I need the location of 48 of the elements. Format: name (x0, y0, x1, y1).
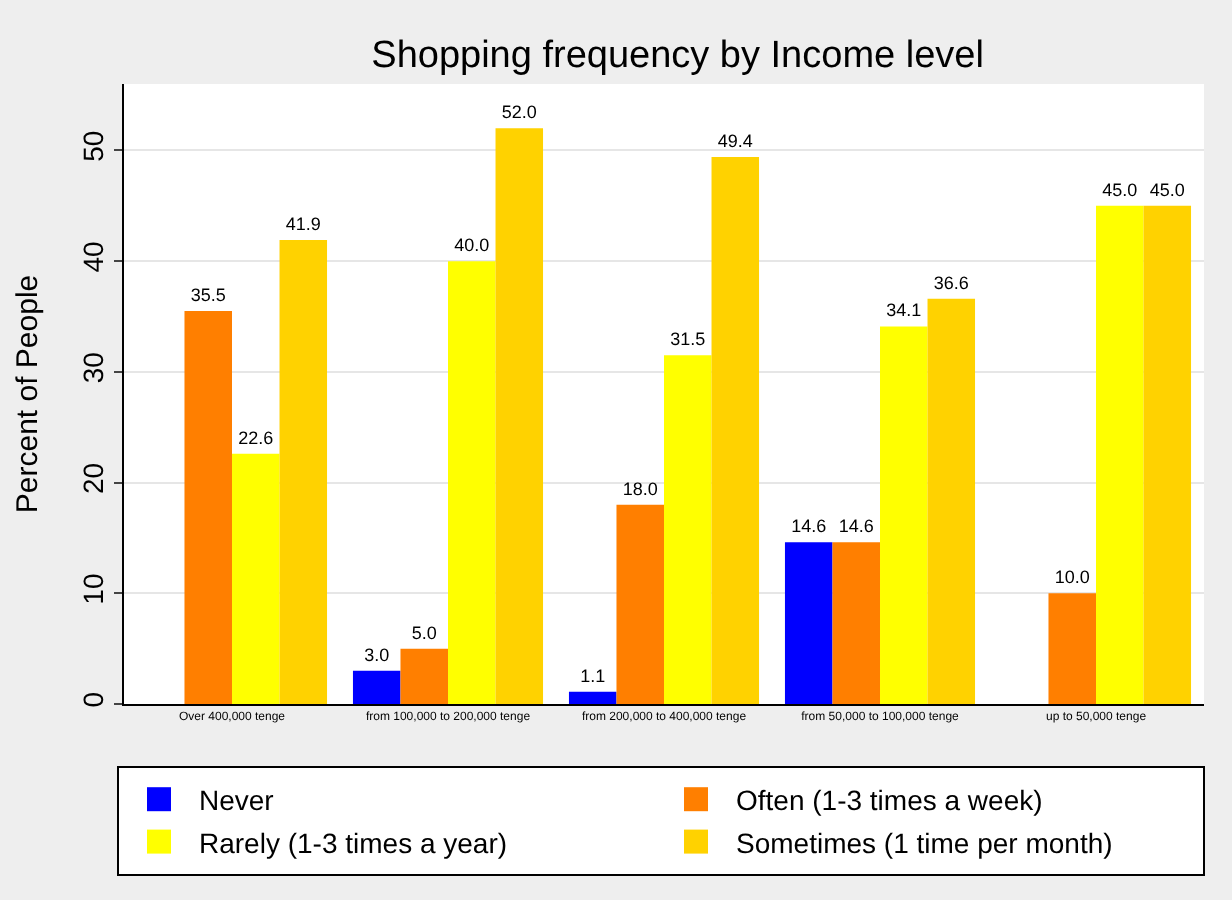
data-label: 45.0 (1102, 179, 1138, 200)
bar (400, 648, 448, 704)
bar (927, 298, 976, 704)
data-label: 3.0 (364, 644, 390, 665)
bar (784, 542, 833, 704)
data-label: 14.6 (838, 516, 874, 537)
data-label: 34.1 (886, 300, 922, 321)
y-tick-label: 10 (76, 573, 109, 605)
bar (1143, 205, 1192, 704)
bar (616, 504, 664, 704)
bar (568, 691, 617, 704)
legend-label: Never (199, 784, 275, 817)
bar (232, 453, 280, 704)
y-tick-label: 50 (76, 130, 109, 162)
data-label: 40.0 (454, 235, 490, 256)
bar (1096, 205, 1144, 704)
bar (880, 326, 928, 704)
bar (832, 542, 880, 704)
legend-label: Rarely (1-3 times a year) (199, 826, 508, 859)
bar (495, 128, 544, 704)
data-label: 41.9 (285, 214, 321, 235)
data-label: 35.5 (190, 284, 226, 305)
bar (1048, 593, 1096, 704)
data-label: 52.0 (501, 102, 537, 123)
data-label: 31.5 (670, 329, 706, 350)
legend-label: Sometimes (1 time per month) (736, 826, 1113, 859)
y-tick-label: 20 (76, 462, 109, 494)
y-tick-label: 0 (76, 691, 109, 708)
data-label: 45.0 (1149, 179, 1185, 200)
data-label: 22.6 (238, 427, 274, 448)
data-label: 18.0 (622, 478, 658, 499)
y-axis-title: Percent of People (11, 274, 46, 514)
y-tick-label: 30 (76, 351, 109, 384)
chart-title: Shopping frequency by Income level (371, 35, 984, 78)
data-label: 5.0 (411, 622, 437, 643)
bar (664, 355, 712, 704)
data-label: 1.1 (580, 665, 606, 686)
data-label: 49.4 (717, 131, 753, 152)
data-label: 10.0 (1054, 567, 1090, 588)
bar (184, 310, 232, 704)
bar (711, 157, 760, 704)
data-label: 14.6 (791, 516, 827, 537)
bar (352, 670, 401, 704)
bar (448, 261, 496, 704)
data-label: 36.6 (933, 272, 969, 293)
legend-label: Often (1-3 times a week) (736, 784, 1043, 817)
y-tick-label: 40 (76, 240, 109, 273)
bar (279, 240, 328, 704)
